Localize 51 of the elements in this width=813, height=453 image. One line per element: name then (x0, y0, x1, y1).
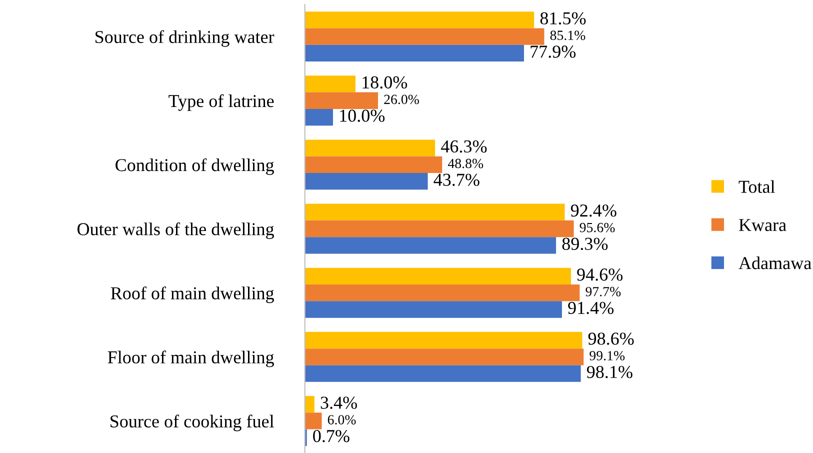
data-label: 3.4% (320, 396, 357, 409)
bar (304, 332, 582, 349)
y-tick-label: Type of latrine (168, 94, 274, 111)
data-label: 43.7% (434, 174, 480, 186)
legend-label: Kwara (738, 219, 786, 232)
data-label: 85.1% (550, 30, 586, 40)
data-label: 10.0% (340, 110, 385, 122)
data-label: 91.4% (568, 302, 614, 314)
bar (304, 92, 378, 109)
bar (304, 173, 428, 190)
bar (304, 348, 584, 366)
data-label: 97.7% (586, 286, 621, 296)
bar (304, 365, 581, 382)
bar (304, 76, 356, 92)
y-tick-label: Source of cooking fuel (110, 414, 274, 432)
bar (304, 28, 544, 45)
legend-label: Total (738, 180, 775, 193)
bar (304, 220, 574, 238)
y-tick-label: Outer walls of the dwelling (77, 222, 274, 240)
data-label: 98.6% (588, 332, 634, 345)
legend-label: Adamawa (738, 256, 812, 270)
bar (304, 108, 333, 126)
data-label: 77.9% (530, 46, 576, 58)
data-label: 26.0% (384, 94, 419, 104)
y-tick-label: Roof of main dwelling (110, 286, 274, 304)
data-label: 81.5% (540, 12, 586, 25)
bar (304, 156, 442, 174)
data-label: 92.4% (570, 204, 616, 217)
data-label: 0.7% (313, 430, 350, 442)
data-label: 6.0% (328, 415, 356, 425)
data-label: 94.6% (577, 268, 623, 281)
bar (304, 140, 436, 156)
data-label: 98.1% (586, 366, 632, 378)
bar (304, 204, 565, 220)
data-label: 46.3% (441, 140, 487, 153)
bar (304, 12, 534, 28)
bar (304, 284, 580, 302)
data-label: 48.8% (448, 158, 484, 168)
bar (304, 268, 571, 285)
data-label: 95.6% (580, 222, 615, 232)
data-label: 99.1% (590, 351, 625, 360)
data-label: 89.3% (562, 238, 608, 250)
y-tick-label: Condition of dwelling (116, 158, 274, 175)
bar (304, 301, 562, 318)
y-tick-label: Source of drinking water (96, 30, 274, 47)
bar (304, 237, 556, 254)
bar (304, 396, 314, 413)
bar (304, 412, 322, 430)
data-label: 18.0% (362, 76, 408, 89)
y-tick-label: Floor of main dwelling (108, 350, 274, 368)
bar (304, 44, 524, 62)
